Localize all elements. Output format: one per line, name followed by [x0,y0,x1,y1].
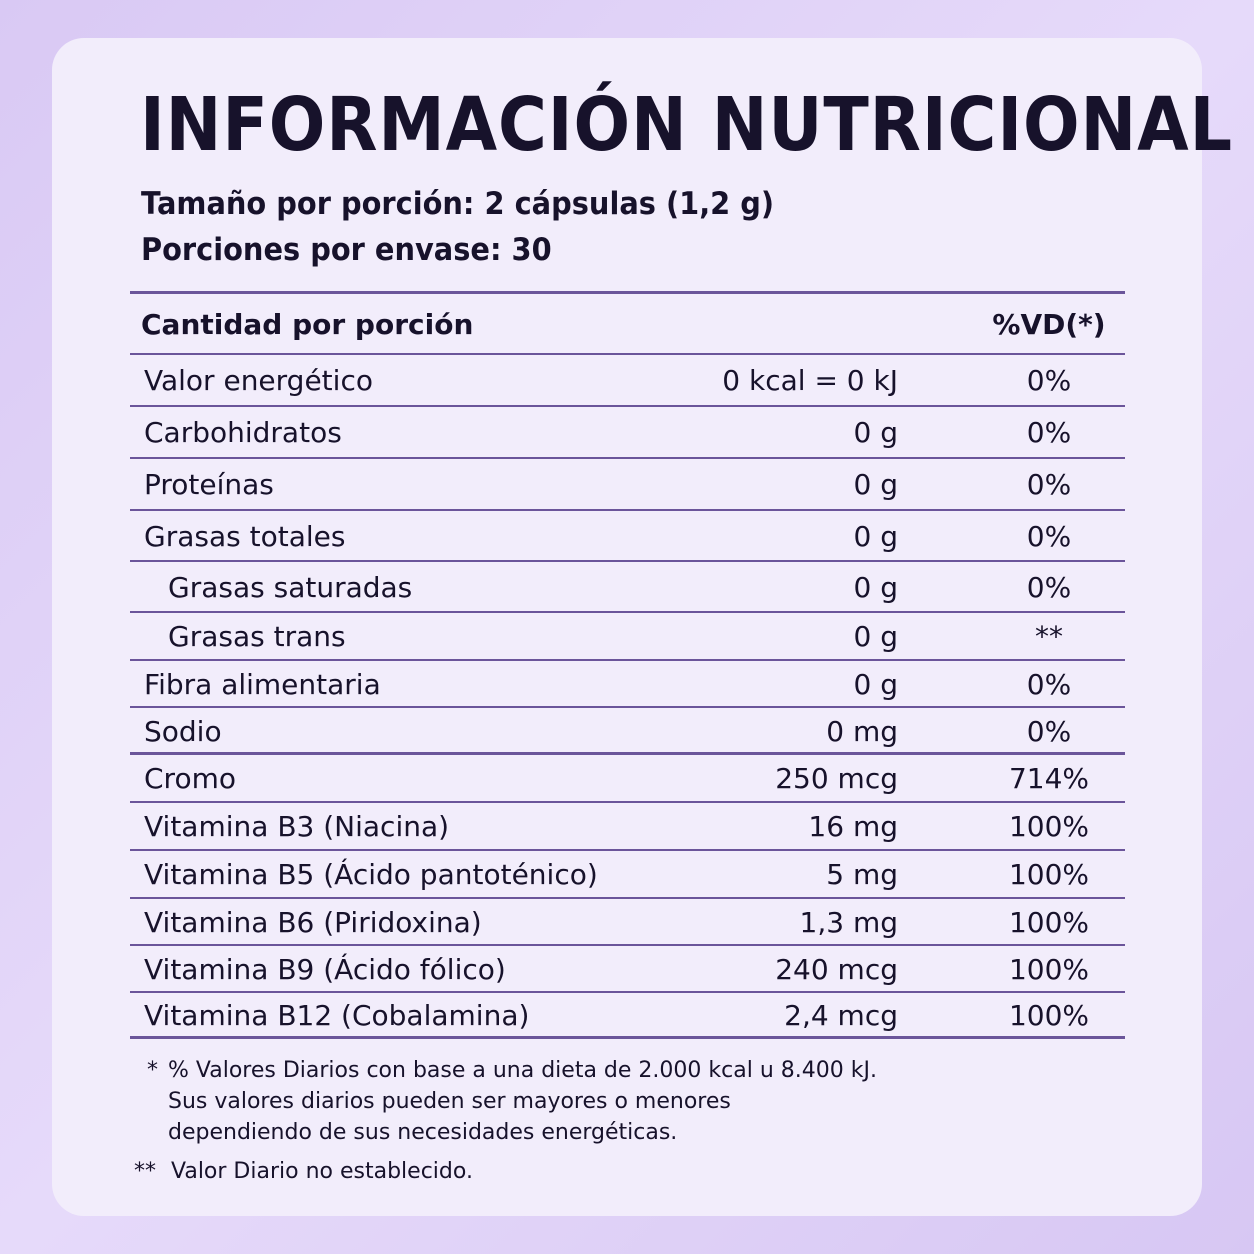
nutrient-dv: 100% [1008,999,1090,1032]
card [52,38,1202,1216]
title: INFORMACIÓN NUTRICIONAL [140,82,1233,168]
nutrient-dv: 100% [1008,810,1090,843]
nutrient-dv: 714% [1008,762,1090,795]
nutrient-dv: 100% [1008,858,1090,891]
rule [130,706,1125,708]
rule [130,991,1125,993]
footnote-line: dependiendo de sus necesidades energétic… [168,1120,678,1145]
footnote-marker: ** [134,1159,156,1184]
nutrient-amount: 0 mg [826,714,898,748]
nutrient-dv: ** [1035,620,1063,653]
nutrient-amount: 5 mg [826,858,898,891]
nutrient-amount: 0 g [853,620,899,653]
nutrient-dv: 0% [1026,714,1072,748]
nutrient-dv: 0% [1026,416,1072,449]
nutrient-amount: 0 g [853,667,899,701]
nutrient-dv: 0% [1026,570,1072,604]
rule [130,405,1125,407]
nutrient-dv: 0% [1026,364,1072,397]
nutrient-name: Sodio [144,714,222,748]
rule [130,659,1125,661]
nutrient-amount: 0 g [853,468,899,501]
nutrient-name: Grasas trans [168,620,346,653]
nutrient-dv: 0% [1026,468,1072,501]
rule [130,291,1125,294]
nutrient-name: Grasas saturadas [168,570,413,604]
nutrient-name: Vitamina B12 (Cobalamina) [144,999,530,1032]
nutrient-amount: 0 g [853,416,899,449]
nutrient-name: Valor energético [144,364,373,397]
rule [130,1036,1125,1039]
nutrient-amount: 2,4 mcg [784,999,898,1032]
nutrient-name: Proteínas [144,468,274,501]
footnote-marker: * [147,1058,158,1083]
nutrient-dv: 100% [1008,952,1090,986]
nutrient-amount: 16 mg [808,810,898,843]
footnote-line: Sus valores diarios pueden ser mayores o… [168,1089,731,1114]
rule [130,944,1125,946]
nutrient-dv: 0% [1026,667,1072,701]
footnote-line: % Valores Diarios con base a una dieta d… [168,1058,877,1083]
serving-size: Tamaño por porción: 2 cápsulas (1,2 g) [141,186,775,222]
rule [130,897,1125,899]
nutrient-name: Carbohidratos [144,416,342,449]
nutrient-name: Fibra alimentaria [144,667,381,701]
nutrient-amount: 0 kcal = 0 kJ [722,364,898,397]
nutrient-name: Vitamina B9 (Ácido fólico) [144,952,506,986]
rule [130,560,1125,562]
header-cell: %VD(*) [992,308,1106,341]
nutrient-name: Cromo [144,762,236,795]
rule [130,801,1125,803]
nutrient-name: Grasas totales [144,519,346,553]
rule [130,353,1125,355]
nutrient-name: Vitamina B3 (Niacina) [144,810,450,843]
nutrient-amount: 1,3 mg [799,905,898,939]
rule [130,849,1125,851]
servings-per-container: Porciones por envase: 30 [141,232,552,268]
nutrient-amount: 0 g [853,519,899,553]
header-cell: Cantidad por porción [141,308,474,341]
footnote-line: Valor Diario no establecido. [171,1159,473,1184]
nutrient-amount: 250 mcg [775,762,898,795]
nutrient-amount: 240 mcg [775,952,898,986]
nutrient-name: Vitamina B5 (Ácido pantoténico) [144,858,598,891]
rule [130,611,1125,613]
nutrient-dv: 100% [1008,905,1090,939]
rule [130,509,1125,511]
rule [130,752,1125,755]
rule [130,457,1125,459]
nutrient-name: Vitamina B6 (Piridoxina) [144,905,482,939]
nutrient-amount: 0 g [853,570,899,604]
nutrient-dv: 0% [1026,519,1072,553]
